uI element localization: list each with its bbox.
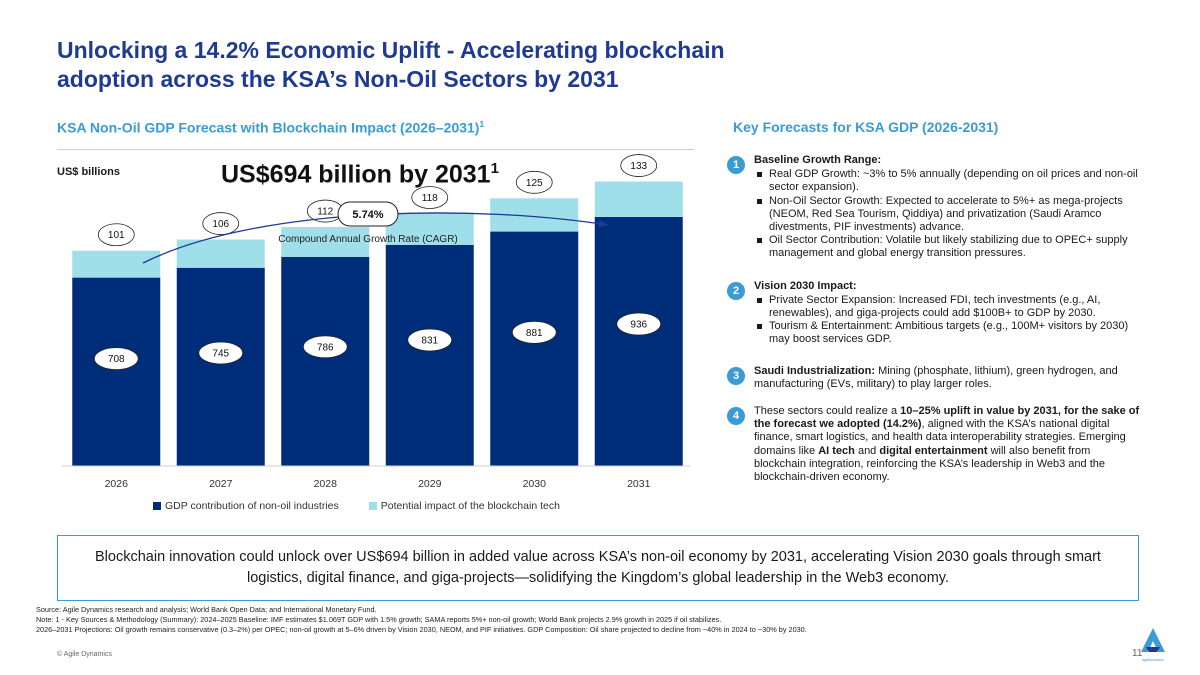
forecast-item-2: 2 Vision 2030 Impact: Private Sector Exp… [723, 280, 1143, 347]
bar-blockchain-2026 [72, 250, 161, 278]
data-label-blockchain-2028: 112 [317, 207, 333, 218]
x-tick-label-2028: 2028 [314, 478, 338, 490]
agile-dynamics-logo: agiledynamics [1141, 628, 1165, 662]
gdp-stacked-bar-chart: 708 101 2026 745 106 2027 786 112 2028 831 118 2029… [62, 154, 690, 490]
forecast-title-2: Vision 2030 Impact: [754, 279, 857, 292]
x-tick-label-2027: 2027 [209, 478, 233, 490]
forecast-bullet: Private Sector Expansion: Increased FDI,… [754, 294, 1143, 320]
forecast-text-4: These sectors could realize a 10–25% upl… [754, 405, 1140, 484]
bar-blockchain-2031 [594, 181, 683, 217]
data-label-blockchain-2029: 118 [422, 193, 438, 204]
chart-headline-footnote: 1 [490, 160, 499, 177]
projection-note: 2026–2031 Projections: Oil growth remain… [36, 625, 807, 634]
data-label-bg-nonoil-2026 [93, 347, 139, 371]
x-tick-label-2029: 2029 [418, 478, 442, 490]
forecast-item-4: 4 These sectors could realize a 10–25% u… [723, 405, 1143, 484]
forecast-title-3: Saudi Industrialization: [754, 364, 876, 377]
page-number: 11 [1132, 648, 1143, 659]
footnotes: Source: Agile Dynamics research and anal… [36, 605, 1186, 635]
data-label-bg-blockchain-2027 [202, 212, 240, 235]
key-forecasts-list: 1 Baseline Growth Range: Real GDP Growth… [723, 154, 1143, 484]
data-label-blockchain-2026: 101 [108, 230, 125, 241]
data-label-nonoil-2028: 786 [317, 342, 334, 353]
key-takeaway-callout: Blockchain innovation could unlock over … [57, 535, 1139, 601]
number-badge-2: 2 [727, 281, 745, 300]
data-label-blockchain-2030: 125 [526, 178, 543, 189]
bar-blockchain-2028 [281, 227, 370, 257]
chart-legend: GDP contribution of non-oil industries P… [153, 500, 560, 512]
data-label-nonoil-2030: 881 [526, 328, 543, 339]
chart-headline: US$694 billion by 20311 [221, 160, 499, 189]
forecast-bullet: Oil Sector Contribution: Volatile but li… [754, 234, 1143, 260]
legend-swatch-nonoil [153, 502, 161, 510]
legend-label-blockchain: Potential impact of the blockchain tech [380, 500, 560, 512]
forecast-title-1: Baseline Growth Range: [754, 154, 882, 166]
forecast-bullet: Non-Oil Sector Growth: Expected to accel… [754, 195, 1143, 235]
data-label-bg-blockchain-2026 [97, 223, 135, 247]
data-label-nonoil-2026: 708 [108, 354, 125, 365]
data-label-bg-blockchain-2029 [411, 186, 449, 209]
forecast-bullets-1: Real GDP Growth: ~3% to 5% annually (dep… [754, 168, 1143, 260]
number-badge-3: 3 [727, 366, 745, 385]
data-label-nonoil-2031: 936 [630, 320, 647, 331]
legend-swatch-blockchain [368, 502, 377, 510]
number-badge-1: 1 [727, 156, 745, 174]
bar-nonoil-2027 [176, 267, 265, 466]
bar-blockchain-2029 [385, 213, 474, 245]
data-label-nonoil-2027: 745 [212, 349, 229, 360]
legend-item-nonoil: GDP contribution of non-oil industries [153, 500, 339, 512]
data-label-blockchain-2027: 106 [212, 219, 229, 230]
data-label-bg-nonoil-2028 [302, 335, 348, 359]
cagr-badge [337, 201, 399, 227]
chart-subtitle-footnote: 1 [479, 119, 485, 129]
cagr-label: Compound Annual Growth Rate (CAGR) [278, 234, 458, 245]
chart-unit-label: US$ billions [57, 166, 120, 178]
data-label-nonoil-2029: 831 [421, 335, 438, 346]
logo-wordmark: agiledynamics [1142, 658, 1164, 662]
forecast-bullet: Tourism & Entertainment: Ambitious targe… [754, 320, 1143, 346]
data-label-blockchain-2031: 133 [630, 161, 647, 172]
bar-nonoil-2028 [281, 256, 370, 466]
forecast-bullet: Real GDP Growth: ~3% to 5% annually (dep… [754, 168, 1143, 194]
page-title: Unlocking a 14.2% Economic Uplift - Acce… [57, 37, 725, 92]
forecast-item-1: 1 Baseline Growth Range: Real GDP Growth… [723, 154, 1143, 261]
methodology-note: Note: 1 - Key Sources & Methodology (Sum… [36, 615, 722, 624]
copyright-text: © Agile Dynamics [57, 651, 112, 658]
section-divider [57, 149, 694, 150]
data-label-bg-blockchain-2030 [515, 170, 553, 194]
x-tick-label-2031: 2031 [627, 478, 651, 490]
bar-nonoil-2026 [72, 277, 161, 466]
forecasts-subtitle: Key Forecasts for KSA GDP (2026-2031) [733, 119, 999, 135]
bar-nonoil-2031 [594, 216, 683, 466]
data-label-bg-nonoil-2030 [511, 320, 557, 344]
legend-item-blockchain: Potential impact of the blockchain tech [368, 500, 560, 512]
chart-subtitle: KSA Non-Oil GDP Forecast with Blockchain… [57, 119, 485, 136]
forecast-item-3: 3 Saudi Industrialization: Mining (phosp… [723, 365, 1143, 391]
x-tick-label-2026: 2026 [105, 478, 129, 490]
bar-nonoil-2030 [490, 231, 579, 466]
source-note: Source: Agile Dynamics research and anal… [36, 605, 377, 614]
data-label-bg-nonoil-2031 [616, 312, 662, 336]
data-label-bg-nonoil-2027 [198, 341, 244, 365]
number-badge-4: 4 [727, 407, 745, 426]
forecast-text-3: Saudi Industrialization: Mining (phospha… [754, 364, 1118, 390]
legend-label-nonoil: GDP contribution of non-oil industries [165, 500, 339, 512]
x-tick-label-2030: 2030 [523, 478, 547, 490]
bar-nonoil-2029 [385, 244, 474, 466]
data-label-bg-nonoil-2029 [407, 328, 453, 352]
forecast-bullets-2: Private Sector Expansion: Increased FDI,… [754, 294, 1143, 347]
data-label-bg-blockchain-2031 [620, 154, 658, 177]
cagr-value: 5.74% [352, 209, 383, 221]
